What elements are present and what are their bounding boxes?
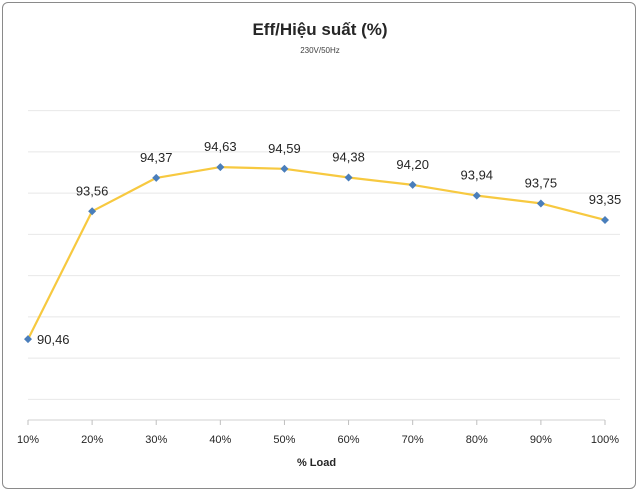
- x-tick-label: 60%: [338, 434, 360, 446]
- data-label: 94,37: [140, 150, 173, 165]
- x-tick-label: 90%: [530, 434, 552, 446]
- x-tick-label: 30%: [145, 434, 167, 446]
- chart-area: [2, 2, 636, 489]
- gridlines: [28, 110, 620, 400]
- data-label: 90,46: [37, 332, 70, 347]
- data-point: [216, 163, 225, 172]
- data-label: 93,75: [525, 175, 558, 190]
- data-label: 93,35: [589, 192, 622, 207]
- x-tick-label: 50%: [273, 434, 295, 446]
- x-tick-label: 80%: [466, 434, 488, 446]
- x-tick-label: 20%: [81, 434, 103, 446]
- x-tick-labels: 10% 20% 30% 40% 50% 60% 70% 80% 90% 100%: [17, 420, 619, 446]
- data-point: [536, 199, 545, 208]
- data-labels: 90,46 93,56 94,37 94,63 94,59 94,38 94,20 93,94…: [37, 139, 621, 347]
- x-tick-label: 40%: [209, 434, 231, 446]
- data-point: [472, 191, 481, 200]
- data-label: 93,56: [76, 183, 109, 198]
- data-label: 94,59: [268, 141, 301, 156]
- data-point: [408, 180, 417, 189]
- series-line: [27, 166, 606, 340]
- chart-subtitle: 230V/50Hz: [300, 46, 340, 55]
- data-point: [601, 215, 609, 224]
- data-label: 94,63: [204, 139, 237, 154]
- data-label: 94,20: [396, 157, 429, 172]
- data-point: [280, 164, 289, 173]
- data-point: [152, 173, 161, 182]
- data-point: [344, 173, 353, 182]
- data-point: [24, 335, 32, 344]
- x-tick-label: 100%: [591, 434, 619, 446]
- x-axis-title: % Load: [297, 457, 336, 469]
- data-label: 93,94: [461, 168, 494, 183]
- data-point: [88, 207, 97, 216]
- series-markers: [24, 163, 609, 344]
- x-tick-label: 10%: [17, 434, 39, 446]
- chart-title: Eff/Hiệu suất (%): [252, 20, 388, 39]
- x-tick-label: 70%: [402, 434, 424, 446]
- data-label: 94,38: [332, 149, 365, 164]
